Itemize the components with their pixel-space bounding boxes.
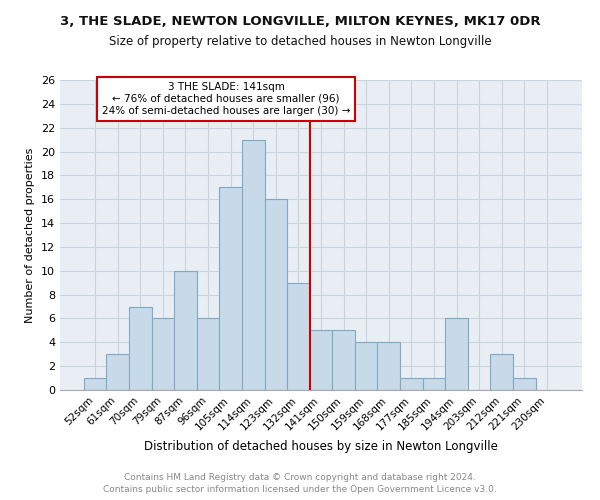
Bar — [84, 378, 106, 390]
Bar — [106, 354, 129, 390]
Text: Contains HM Land Registry data © Crown copyright and database right 2024.: Contains HM Land Registry data © Crown c… — [124, 472, 476, 482]
Bar — [242, 140, 265, 390]
Bar — [332, 330, 355, 390]
Text: 3 THE SLADE: 141sqm
← 76% of detached houses are smaller (96)
24% of semi-detach: 3 THE SLADE: 141sqm ← 76% of detached ho… — [102, 82, 350, 116]
Bar — [152, 318, 174, 390]
X-axis label: Distribution of detached houses by size in Newton Longville: Distribution of detached houses by size … — [144, 440, 498, 453]
Bar — [377, 342, 400, 390]
Bar — [355, 342, 377, 390]
Bar — [220, 188, 242, 390]
Bar — [400, 378, 422, 390]
Bar — [422, 378, 445, 390]
Bar — [490, 354, 513, 390]
Y-axis label: Number of detached properties: Number of detached properties — [25, 148, 35, 322]
Text: Size of property relative to detached houses in Newton Longville: Size of property relative to detached ho… — [109, 35, 491, 48]
Bar — [129, 306, 152, 390]
Bar — [174, 271, 197, 390]
Text: Contains public sector information licensed under the Open Government Licence v3: Contains public sector information licen… — [103, 485, 497, 494]
Bar — [513, 378, 536, 390]
Bar — [287, 282, 310, 390]
Bar — [197, 318, 220, 390]
Bar — [445, 318, 468, 390]
Text: 3, THE SLADE, NEWTON LONGVILLE, MILTON KEYNES, MK17 0DR: 3, THE SLADE, NEWTON LONGVILLE, MILTON K… — [59, 15, 541, 28]
Bar — [265, 199, 287, 390]
Bar — [310, 330, 332, 390]
